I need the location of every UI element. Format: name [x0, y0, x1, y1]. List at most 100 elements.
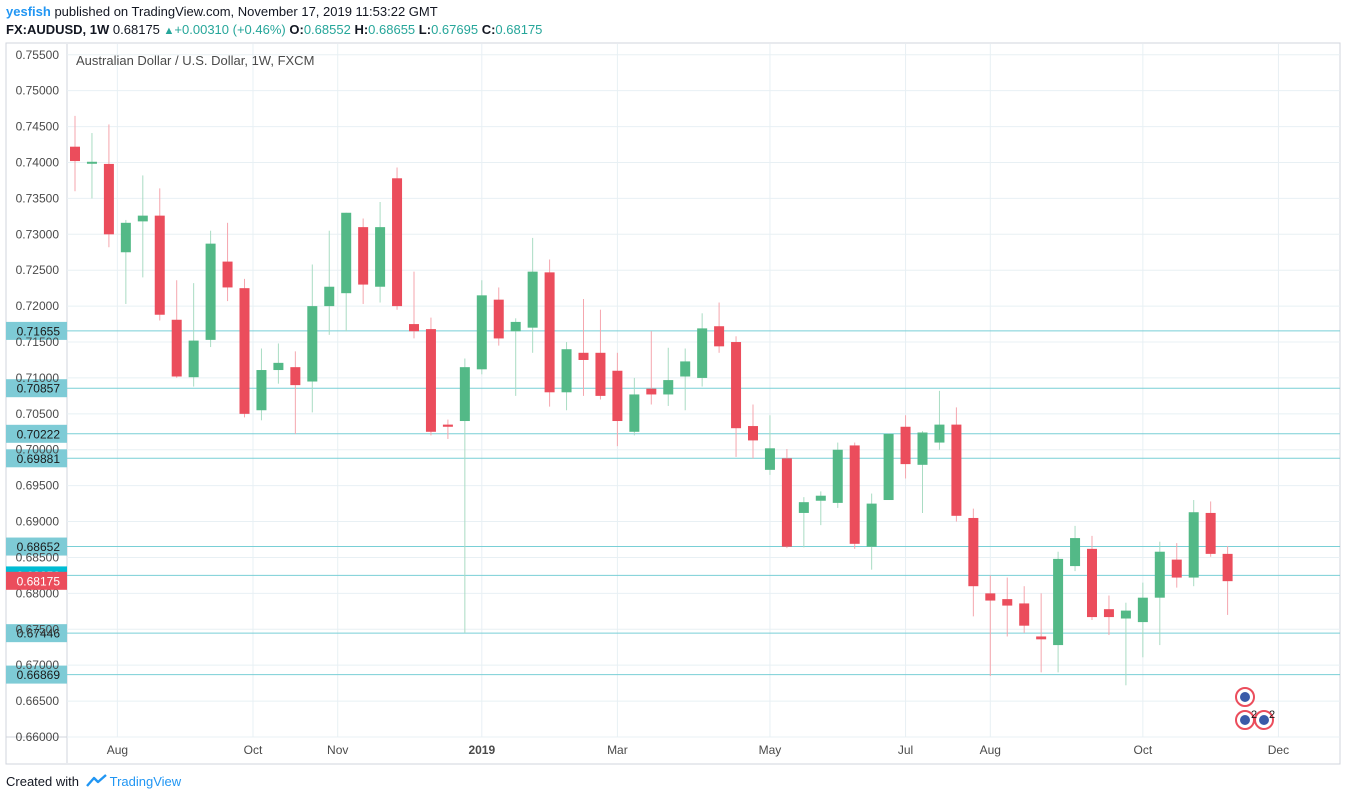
candle-body: [290, 367, 301, 386]
candle-body: [612, 370, 623, 422]
candle-body: [849, 445, 860, 544]
level-label: 0.71655: [17, 324, 61, 338]
price-tick-label: 0.68500: [16, 550, 60, 564]
candle-body: [748, 426, 758, 441]
level-label-box: [6, 379, 67, 398]
candle-body: [595, 352, 606, 396]
price-tick-label: 0.71500: [16, 335, 60, 349]
candle-body: [680, 361, 691, 377]
price-tick-label: 0.74500: [16, 120, 60, 134]
candle-body: [1087, 548, 1097, 618]
time-tick-label: Dec: [1268, 743, 1289, 757]
high-label: H:: [354, 22, 369, 37]
candle-body: [1053, 558, 1064, 646]
open-value: 0.68552: [303, 22, 351, 37]
level-label: 0.70222: [17, 427, 61, 441]
change-value: +0.00310 (+0.46%): [174, 22, 286, 37]
aud-event-flag-icon-inner: [1240, 692, 1250, 702]
candle-body: [222, 261, 233, 288]
candle-body: [1222, 553, 1233, 582]
usd-event-flag-icon-inner: [1240, 715, 1250, 725]
level-label-box: [6, 665, 67, 684]
candle-body: [697, 328, 708, 378]
time-tick-label: May: [759, 743, 782, 757]
author-link[interactable]: yesfish: [6, 4, 51, 19]
candle-body: [86, 161, 97, 164]
price-tick-label: 0.69500: [16, 479, 60, 493]
price-tick-label: 0.67000: [16, 658, 60, 672]
candle-body: [951, 424, 962, 516]
chart-frame: [5, 42, 1341, 765]
tradingview-brand-link[interactable]: TradingView: [109, 774, 182, 789]
candle-body: [493, 299, 504, 339]
candle-body: [866, 503, 877, 547]
candle-body: [544, 272, 555, 393]
created-with-text: Created with: [6, 774, 79, 789]
price-tick-label: 0.75500: [16, 48, 60, 62]
candle-body: [883, 433, 894, 501]
candle-body: [70, 146, 80, 162]
candle-body: [375, 227, 386, 287]
candle-body: [578, 352, 589, 360]
candle-body: [968, 517, 979, 587]
candle-body: [815, 495, 826, 501]
candle-body: [1103, 609, 1114, 618]
candle-body: [358, 227, 369, 285]
time-tick-label: 2019: [468, 743, 495, 757]
close-value: 0.68175: [495, 22, 543, 37]
high-value: 0.68655: [368, 22, 416, 37]
candle-body: [527, 271, 538, 328]
price-axis: 0.75500 0.75000 0.74500 0.74000 0.73500 0.730…: [6, 48, 67, 744]
event-count: 2: [1269, 709, 1275, 721]
price-tick-label: 0.66000: [16, 730, 60, 744]
candle-body: [307, 306, 318, 382]
time-axis: Aug Oct Nov 2019 Mar May Jul Aug Oct Dec: [107, 743, 1289, 757]
price-tick-label: 0.69000: [16, 515, 60, 529]
candle-body: [1188, 512, 1199, 578]
candle-body: [1019, 603, 1030, 626]
candle-body: [1205, 512, 1216, 554]
candle-body: [324, 286, 335, 307]
level-label-box: [6, 624, 67, 643]
candle-body: [934, 424, 945, 443]
candle-body: [731, 342, 742, 429]
price-tick-label: 0.67500: [16, 622, 60, 636]
time-tick-label: Nov: [327, 743, 348, 757]
candle-body: [205, 243, 216, 340]
candle-body: [1036, 636, 1047, 640]
candle-body: [476, 295, 487, 370]
candle-body: [900, 426, 911, 465]
candle-body: [646, 388, 657, 395]
candle-body: [629, 394, 640, 432]
close-label: C:: [481, 22, 496, 37]
price-tick-label: 0.72500: [16, 263, 60, 277]
candle-body: [154, 215, 165, 315]
publish-line: yesfish published on TradingView.com, No…: [6, 4, 438, 19]
level-label-box: [6, 449, 67, 468]
candle-body: [459, 367, 470, 422]
price-tick-label: 0.73000: [16, 227, 60, 241]
candle-body: [781, 458, 792, 547]
usd-event-flag-icon-2-inner: [1259, 715, 1269, 725]
last-price-label: 0.68175: [17, 574, 61, 588]
candle-body: [832, 449, 843, 503]
candle-body: [798, 502, 809, 513]
candle-body: [409, 324, 419, 332]
price-tick-label: 0.74000: [16, 155, 60, 169]
candle-body: [1137, 597, 1148, 623]
open-label: O:: [289, 22, 304, 37]
candle-body: [341, 212, 352, 294]
footer: Created with TradingView: [6, 774, 181, 789]
symbol-line: FX:AUDUSD, 1W 0.68175 ▲+0.00310 (+0.46%)…: [6, 22, 542, 37]
level-label-box: [6, 424, 67, 443]
time-tick-label: Jul: [898, 743, 913, 757]
candle-body: [239, 288, 250, 414]
candle-body: [510, 321, 521, 332]
low-label: L:: [418, 22, 432, 37]
candle-body: [1154, 551, 1165, 598]
candle-body: [273, 362, 284, 371]
time-tick-label: Aug: [980, 743, 1001, 757]
price-tick-label: 0.66500: [16, 694, 60, 708]
